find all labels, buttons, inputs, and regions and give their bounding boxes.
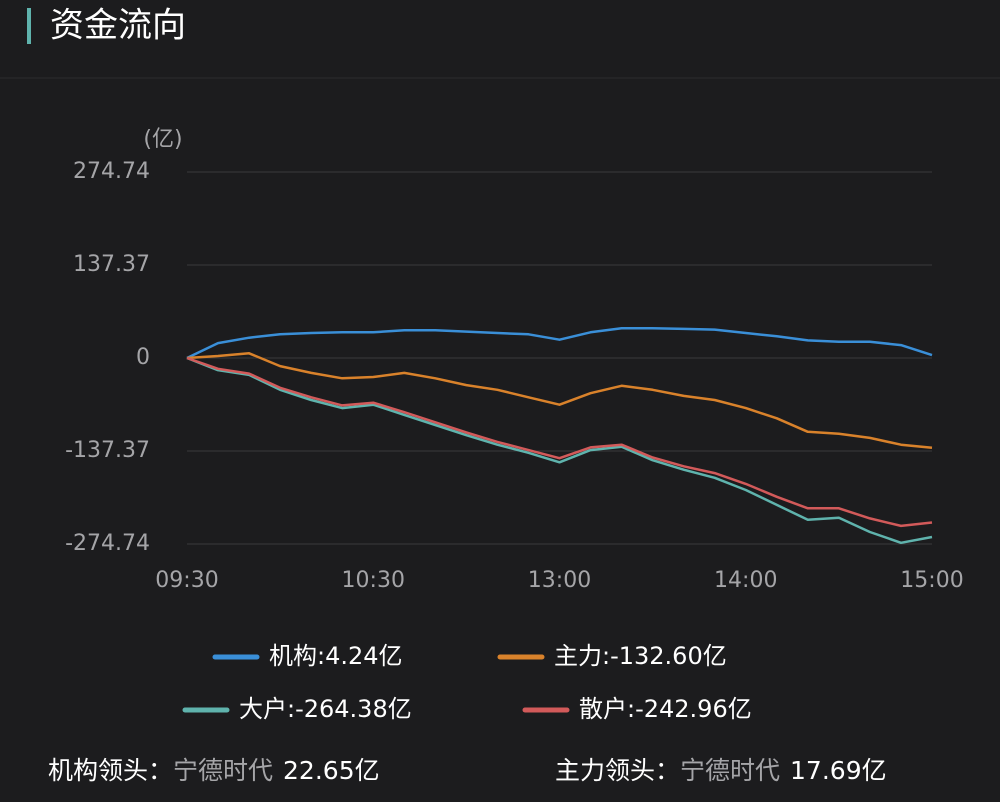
y-tick-label: -274.74	[65, 531, 150, 556]
title-accent	[27, 8, 31, 44]
x-tick-label: 10:30	[342, 568, 405, 593]
leader-label: 主力领头：	[555, 756, 680, 785]
footer-item: 主力领头：宁德时代 17.69亿	[555, 756, 887, 785]
leader-label: 机构领头：	[48, 756, 173, 785]
page-title: 资金流向	[50, 6, 186, 46]
y-unit: (亿)	[143, 127, 182, 152]
series-line	[186, 326, 933, 360]
leader-stock: 宁德时代	[680, 756, 780, 785]
series-line	[186, 352, 933, 450]
series-line	[186, 356, 933, 528]
legend-label: 机构:4.24亿	[269, 642, 403, 670]
y-tick-label: 0	[136, 345, 150, 370]
series-line	[186, 356, 933, 545]
x-tick-label: 14:00	[714, 568, 777, 593]
y-tick-label: 274.74	[73, 159, 150, 184]
y-tick-label: 137.37	[73, 252, 150, 277]
footer-item: 机构领头：宁德时代 22.65亿	[48, 756, 380, 785]
x-tick-label: 09:30	[155, 568, 218, 593]
y-tick-label: -137.37	[65, 438, 150, 463]
leader-amount: 17.69亿	[790, 756, 887, 785]
legend-label: 散户:-242.96亿	[579, 695, 752, 723]
leader-amount: 22.65亿	[283, 756, 380, 785]
legend-label: 大户:-264.38亿	[239, 695, 412, 723]
leader-stock: 宁德时代	[173, 756, 273, 785]
x-tick-label: 15:00	[900, 568, 963, 593]
legend-label: 主力:-132.60亿	[554, 642, 727, 670]
x-tick-label: 13:00	[528, 568, 591, 593]
